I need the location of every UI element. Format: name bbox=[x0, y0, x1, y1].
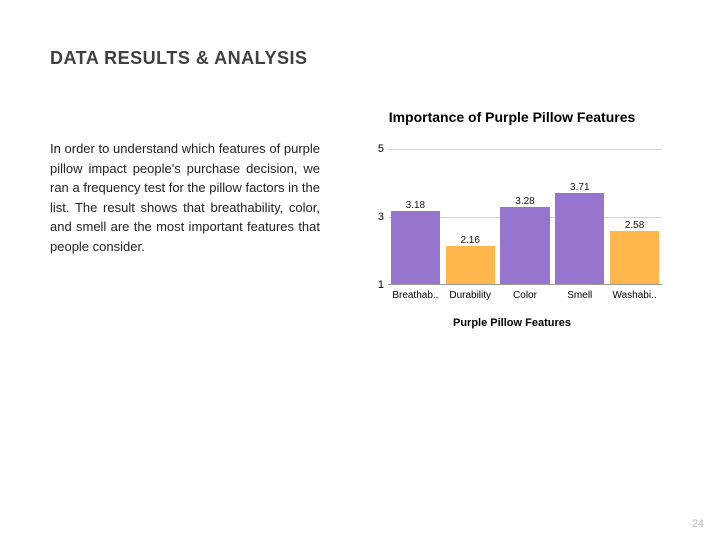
y-tick: 3 bbox=[362, 211, 384, 223]
bar-slot: 2.58 bbox=[610, 149, 659, 285]
bar bbox=[446, 246, 495, 285]
y-tick: 5 bbox=[362, 143, 384, 155]
plot-area: 3.18 2.16 3.28 3.71 bbox=[388, 149, 662, 285]
bar-slot: 3.18 bbox=[391, 149, 440, 285]
bar-chart: 5 3 1 3.18 2.16 bbox=[362, 149, 662, 309]
body-paragraph: In order to understand which features of… bbox=[50, 139, 320, 256]
bar-value-label: 2.16 bbox=[446, 235, 495, 246]
bar-slot: 2.16 bbox=[446, 149, 495, 285]
chart-column: Importance of Purple Pillow Features 5 3… bbox=[344, 139, 680, 329]
bar-value-label: 2.58 bbox=[610, 220, 659, 231]
bar-value-label: 3.28 bbox=[500, 196, 549, 207]
bar bbox=[610, 231, 659, 285]
x-tick: Washabi.. bbox=[610, 285, 659, 309]
bar-slot: 3.28 bbox=[500, 149, 549, 285]
x-tick: Durability bbox=[446, 285, 495, 309]
content-row: In order to understand which features of… bbox=[50, 139, 680, 329]
bar bbox=[555, 193, 604, 285]
bar bbox=[391, 211, 440, 285]
x-axis-label: Purple Pillow Features bbox=[344, 317, 680, 329]
left-column: In order to understand which features of… bbox=[50, 139, 320, 256]
bar-value-label: 3.18 bbox=[391, 200, 440, 211]
bars-container: 3.18 2.16 3.28 3.71 bbox=[388, 149, 662, 285]
y-tick: 1 bbox=[362, 279, 384, 291]
bar-slot: 3.71 bbox=[555, 149, 604, 285]
bar-value-label: 3.71 bbox=[555, 182, 604, 193]
x-axis: Breathab.. Durability Color Smell Washab… bbox=[388, 285, 662, 309]
page-number: 24 bbox=[692, 518, 704, 530]
x-tick: Breathab.. bbox=[391, 285, 440, 309]
x-tick: Smell bbox=[555, 285, 604, 309]
bar bbox=[500, 207, 549, 285]
page-title: DATA RESULTS & ANALYSIS bbox=[50, 48, 680, 69]
x-tick: Color bbox=[500, 285, 549, 309]
y-axis: 5 3 1 bbox=[362, 149, 384, 285]
chart-title: Importance of Purple Pillow Features bbox=[344, 109, 680, 125]
